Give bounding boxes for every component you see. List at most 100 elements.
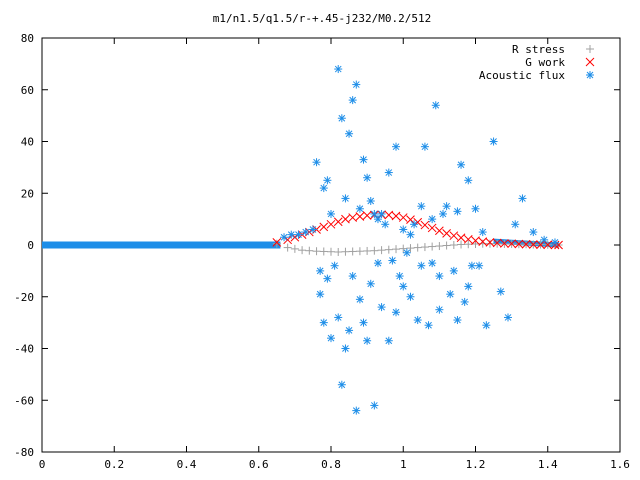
data-point — [366, 197, 375, 206]
data-point — [420, 243, 429, 252]
data-point — [438, 209, 447, 218]
data-point — [377, 246, 386, 255]
data-point — [388, 256, 397, 265]
data-point — [323, 176, 332, 185]
x-tick-label: 0.8 — [321, 458, 341, 471]
y-tick-label: 80 — [21, 32, 34, 45]
data-point — [327, 334, 335, 343]
data-point — [280, 233, 289, 242]
data-point — [316, 290, 325, 299]
data-point — [482, 321, 491, 330]
data-point — [337, 114, 346, 123]
data-points — [42, 65, 563, 415]
series-g-work — [272, 210, 563, 250]
x-tick-label: 0.6 — [249, 458, 269, 471]
data-point — [420, 142, 429, 151]
data-point — [363, 336, 372, 345]
data-point — [435, 305, 444, 314]
data-point — [413, 316, 422, 325]
data-point — [478, 237, 488, 246]
data-point — [471, 204, 480, 213]
data-point — [301, 228, 310, 237]
data-point — [550, 238, 559, 247]
data-point — [287, 230, 296, 239]
data-point — [377, 303, 386, 312]
legend-label: Acoustic flux — [479, 69, 565, 82]
data-point — [398, 213, 408, 222]
data-point — [449, 241, 458, 249]
data-point — [493, 239, 502, 248]
x-tick-label: 1.2 — [466, 458, 486, 471]
data-point — [366, 279, 375, 288]
legend-label: R stress — [512, 43, 565, 56]
data-point — [402, 248, 411, 257]
y-tick-label: 20 — [21, 187, 34, 200]
data-point — [485, 239, 494, 248]
data-point — [514, 239, 524, 249]
data-point — [399, 244, 408, 253]
data-point — [272, 238, 282, 247]
data-point — [406, 230, 415, 239]
data-point — [384, 168, 393, 177]
data-point — [319, 318, 328, 327]
data-point — [442, 241, 451, 250]
data-point — [435, 272, 444, 281]
data-point — [359, 318, 368, 327]
y-tick-label: 40 — [21, 136, 34, 149]
data-point — [457, 240, 466, 249]
data-point — [392, 245, 401, 254]
data-point — [345, 129, 354, 138]
data-point — [406, 244, 415, 253]
data-point — [355, 204, 364, 213]
data-point — [464, 240, 473, 249]
data-point — [341, 194, 350, 203]
data-point — [319, 222, 329, 232]
data-point — [327, 247, 335, 256]
x-tick-label: 1.6 — [610, 458, 630, 471]
data-point — [424, 321, 433, 330]
data-point — [543, 240, 553, 250]
data-point — [334, 247, 343, 256]
data-point — [435, 242, 444, 251]
y-tick-label: 60 — [21, 84, 34, 97]
data-point — [417, 261, 426, 270]
data-point — [384, 210, 394, 220]
data-point — [456, 233, 466, 243]
series-r-stress — [272, 239, 563, 256]
data-point — [428, 215, 437, 224]
data-point — [500, 239, 509, 248]
data-point — [355, 247, 364, 256]
data-point — [272, 239, 281, 248]
data-point — [384, 336, 393, 345]
data-point — [384, 245, 393, 254]
data-point — [435, 226, 444, 236]
data-point — [355, 212, 365, 221]
data-point — [373, 215, 382, 224]
data-point — [446, 290, 455, 299]
data-point — [294, 230, 303, 239]
data-point — [489, 137, 498, 146]
y-tick-label: -20 — [14, 291, 34, 304]
data-point — [316, 266, 325, 275]
data-point — [442, 202, 451, 211]
data-point — [348, 272, 357, 281]
legend-marker — [585, 57, 595, 67]
data-point — [475, 261, 484, 270]
data-point — [348, 247, 357, 256]
legend-marker — [586, 45, 594, 53]
data-point — [348, 213, 358, 222]
data-point — [319, 247, 328, 256]
data-point — [323, 274, 332, 283]
data-point — [305, 246, 314, 255]
y-tick-label: 0 — [27, 239, 34, 252]
data-point — [359, 155, 368, 164]
data-point — [464, 176, 473, 185]
data-point — [334, 65, 343, 74]
data-point — [399, 225, 408, 234]
data-point — [392, 308, 401, 317]
data-point — [326, 219, 336, 229]
data-point — [381, 220, 390, 229]
data-point — [460, 297, 469, 306]
